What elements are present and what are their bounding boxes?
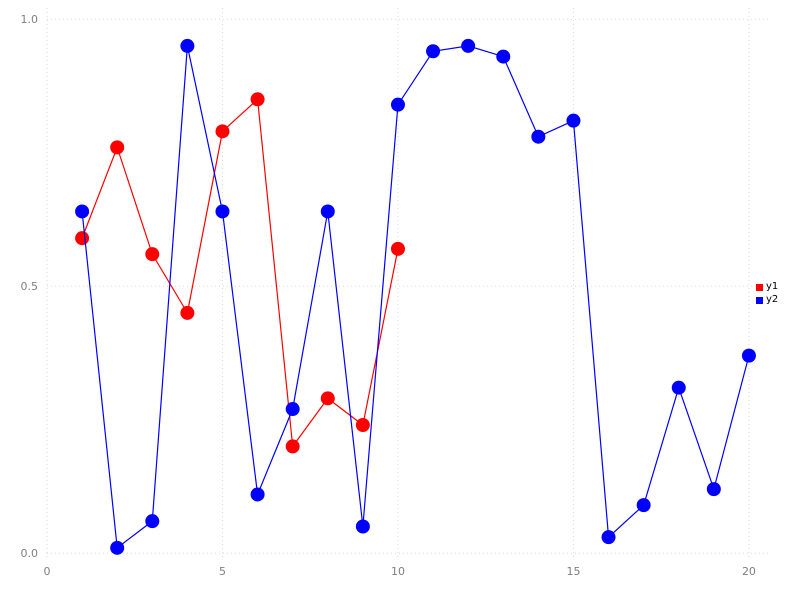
- data-point-y2: [426, 44, 441, 59]
- y-tick-label: 0.5: [21, 280, 39, 293]
- data-point-y2: [636, 498, 651, 513]
- data-point-y2: [285, 402, 300, 417]
- data-point-y2: [741, 348, 756, 363]
- data-point-y1: [75, 231, 90, 246]
- legend-label-y1: y1: [766, 281, 779, 292]
- data-point-y2: [320, 204, 335, 219]
- series-line-y2: [81, 45, 750, 549]
- data-point-y1: [110, 140, 125, 155]
- data-point-y2: [110, 540, 125, 555]
- legend-item-y1: y1: [756, 281, 778, 293]
- data-point-y2: [355, 519, 370, 534]
- legend: y1 y2: [756, 281, 778, 306]
- legend-swatch-y2: [756, 296, 763, 304]
- data-point-y2: [390, 97, 405, 112]
- legend-swatch-y1: [756, 283, 763, 291]
- data-point-y2: [706, 482, 721, 497]
- data-point-y2: [601, 530, 616, 545]
- data-point-y2: [496, 49, 511, 64]
- data-point-y1: [145, 247, 160, 262]
- data-point-y2: [671, 380, 686, 395]
- data-point-y2: [531, 129, 546, 144]
- data-point-y1: [320, 391, 335, 406]
- series-line-y1: [81, 98, 399, 449]
- x-tick-label: 15: [566, 565, 580, 578]
- data-point-y2: [566, 113, 581, 128]
- data-point-y1: [215, 124, 230, 139]
- data-point-y2: [215, 204, 230, 219]
- legend-label-y2: y2: [766, 294, 779, 305]
- x-tick-label: 0: [44, 565, 51, 578]
- x-tick-label: 20: [742, 565, 756, 578]
- data-point-y1: [390, 241, 405, 256]
- x-tick-label: 5: [219, 565, 226, 578]
- data-point-y2: [250, 487, 265, 502]
- y-tick-label: 1.0: [21, 13, 39, 26]
- y-tick-label: 0.0: [21, 547, 39, 560]
- data-point-y2: [75, 204, 90, 219]
- data-point-y2: [461, 38, 476, 53]
- data-point-y1: [355, 418, 370, 433]
- data-point-y1: [180, 305, 195, 320]
- data-point-y1: [250, 92, 265, 107]
- data-point-y1: [285, 439, 300, 454]
- legend-item-y2: y2: [756, 294, 778, 306]
- data-point-y2: [180, 38, 195, 53]
- data-point-y2: [145, 514, 160, 529]
- x-tick-label: 10: [391, 565, 405, 578]
